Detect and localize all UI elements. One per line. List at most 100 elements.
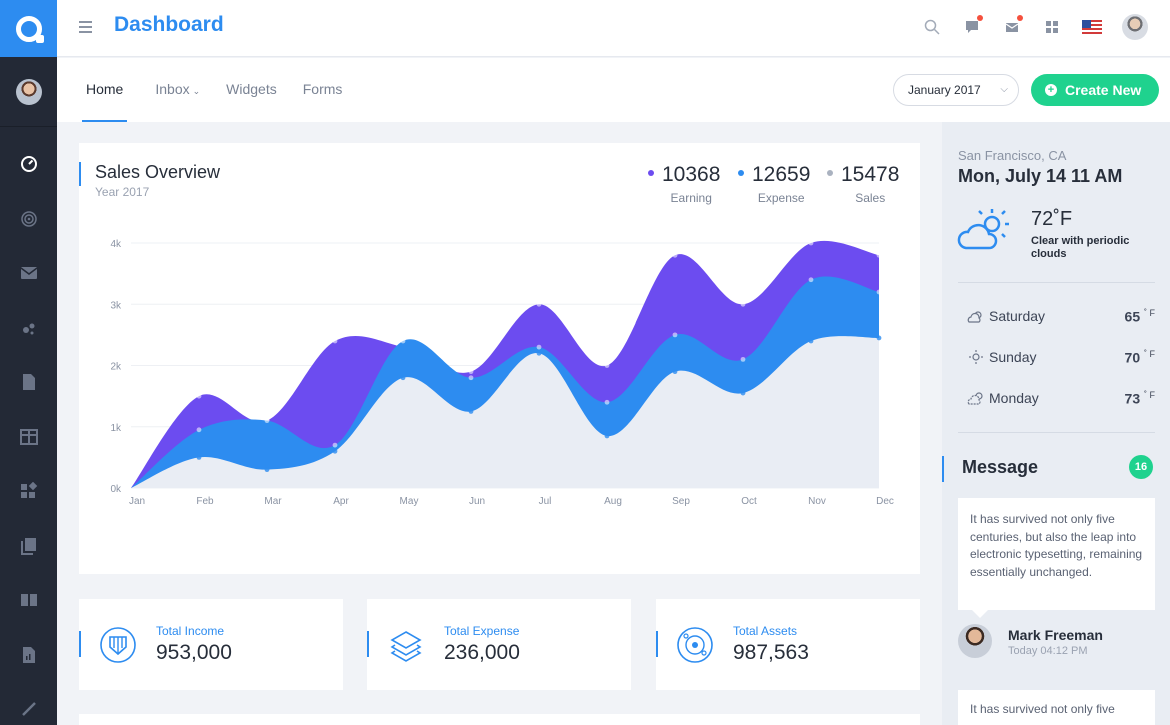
create-new-button[interactable]: + Create New <box>1031 74 1159 106</box>
search-icon[interactable] <box>922 17 942 37</box>
total-value: 953,000 <box>156 641 232 664</box>
x-tick-label: Jan <box>129 496 145 507</box>
message-bubble[interactable]: It has survived not only five <box>958 690 1155 725</box>
x-tick-label: Mar <box>264 496 282 507</box>
tab-label: Home <box>86 81 124 97</box>
notification-badge <box>977 15 983 21</box>
message-time: Today 04:12 PM <box>1008 645 1088 657</box>
stat-value: 12659 <box>752 163 811 186</box>
tabbar: Home Inbox ⌄ Widgets Forms January 2017 ⌵… <box>57 58 1170 122</box>
message-bubble[interactable]: It has survived not only five centuries,… <box>958 498 1155 618</box>
data-point <box>672 252 678 258</box>
total-value: 236,000 <box>444 641 520 664</box>
avatar <box>15 78 42 105</box>
total-income-card: Total Income 953,000 <box>79 599 343 690</box>
sidebar-item-file[interactable] <box>0 355 57 410</box>
x-tick-label: Feb <box>196 496 214 507</box>
side-nav <box>0 127 57 725</box>
forecast-temp: 70 <box>1124 349 1141 366</box>
data-point <box>876 289 882 295</box>
menu-toggle-icon[interactable] <box>79 21 92 33</box>
tab-home[interactable]: Home <box>82 58 128 122</box>
chevron-down-icon: ⌄ <box>192 86 201 96</box>
target-icon <box>20 211 37 227</box>
forecast-unit: ˚ F <box>1144 307 1155 318</box>
notification-badge <box>1017 15 1023 21</box>
data-point <box>196 393 202 399</box>
data-point <box>672 369 678 375</box>
card-accent <box>79 162 81 186</box>
plus-icon: + <box>1045 84 1057 96</box>
sidebar-user[interactable] <box>0 57 57 127</box>
data-point <box>808 338 814 344</box>
data-point <box>808 240 814 246</box>
data-point <box>604 433 610 439</box>
y-tick-label: 0k <box>110 484 122 495</box>
card-subtitle: Year 2017 <box>95 185 150 199</box>
user-avatar[interactable] <box>1122 14 1148 40</box>
data-point <box>196 454 202 460</box>
tab-inbox[interactable]: Inbox ⌄ <box>143 58 212 122</box>
data-point <box>196 427 202 433</box>
x-tick-label: Nov <box>808 496 826 507</box>
pencil-icon <box>21 702 36 717</box>
tab-forms[interactable]: Forms <box>291 58 355 122</box>
weather-temperature: 72˚F <box>1031 208 1073 230</box>
tab-widgets[interactable]: Widgets <box>214 58 289 122</box>
chevron-down-icon: ⌵ <box>1000 84 1008 95</box>
forecast-row: Saturday 65 ˚ F <box>967 296 1155 336</box>
data-point <box>536 301 542 307</box>
data-point <box>468 369 474 375</box>
partly-sunny-icon <box>967 311 982 323</box>
nav-tabs: Home Inbox ⌄ Widgets Forms <box>82 58 356 122</box>
data-point <box>740 390 746 396</box>
language-selector[interactable] <box>1082 17 1102 37</box>
sidebar-item-widgets[interactable] <box>0 464 57 519</box>
next-card <box>79 714 920 725</box>
file-icon <box>22 374 35 391</box>
sidebar-item-table[interactable] <box>0 410 57 465</box>
total-label: Total Income <box>156 624 225 638</box>
report-icon <box>22 646 35 663</box>
data-point <box>332 442 338 448</box>
data-point <box>604 399 610 405</box>
date-filter-select[interactable]: January 2017 ⌵ <box>893 74 1019 106</box>
sidebar-item-book[interactable] <box>0 573 57 628</box>
gauge-icon <box>20 156 37 173</box>
legend-dot <box>738 170 744 176</box>
y-tick-label: 3k <box>110 300 122 311</box>
sidebar-item-mail[interactable] <box>0 246 57 301</box>
divider <box>958 282 1155 283</box>
inbox-notification-icon[interactable] <box>1002 15 1023 37</box>
stat-label: Sales <box>855 191 886 205</box>
stat-label: Expense <box>757 191 805 205</box>
tab-label: Widgets <box>226 81 277 97</box>
data-point <box>740 356 746 362</box>
data-point <box>876 252 882 258</box>
sidebar-item-edit[interactable] <box>0 682 57 725</box>
data-point <box>740 301 746 307</box>
sales-overview-card: Sales Overview Year 2017 10368 Earning 1… <box>79 143 920 574</box>
x-tick-label: Dec <box>876 496 894 507</box>
card-accent <box>79 631 81 657</box>
apps-grid-icon[interactable] <box>1042 17 1062 37</box>
book-icon <box>20 594 37 607</box>
app-logo[interactable] <box>0 0 57 57</box>
sidebar-item-report[interactable] <box>0 628 57 683</box>
sidebar-item-pages[interactable] <box>0 519 57 574</box>
card-accent <box>367 631 369 657</box>
card-accent <box>656 631 658 657</box>
message-sender[interactable]: Mark Freeman <box>1008 627 1103 643</box>
table-icon <box>19 428 38 445</box>
data-point <box>536 344 542 350</box>
messages-count-badge: 16 <box>1129 455 1153 479</box>
avatar[interactable] <box>958 624 992 658</box>
data-point <box>468 409 474 414</box>
flag-notification-icon[interactable] <box>962 15 983 37</box>
sidebar-item-target[interactable] <box>0 192 57 247</box>
sidebar-item-dashboard[interactable] <box>0 137 57 192</box>
x-tick-label: Aug <box>604 496 622 507</box>
sidebar-item-bubbles[interactable] <box>0 301 57 356</box>
stat-label: Earning <box>670 191 712 205</box>
stat-sales: 15478 Sales <box>827 163 899 205</box>
